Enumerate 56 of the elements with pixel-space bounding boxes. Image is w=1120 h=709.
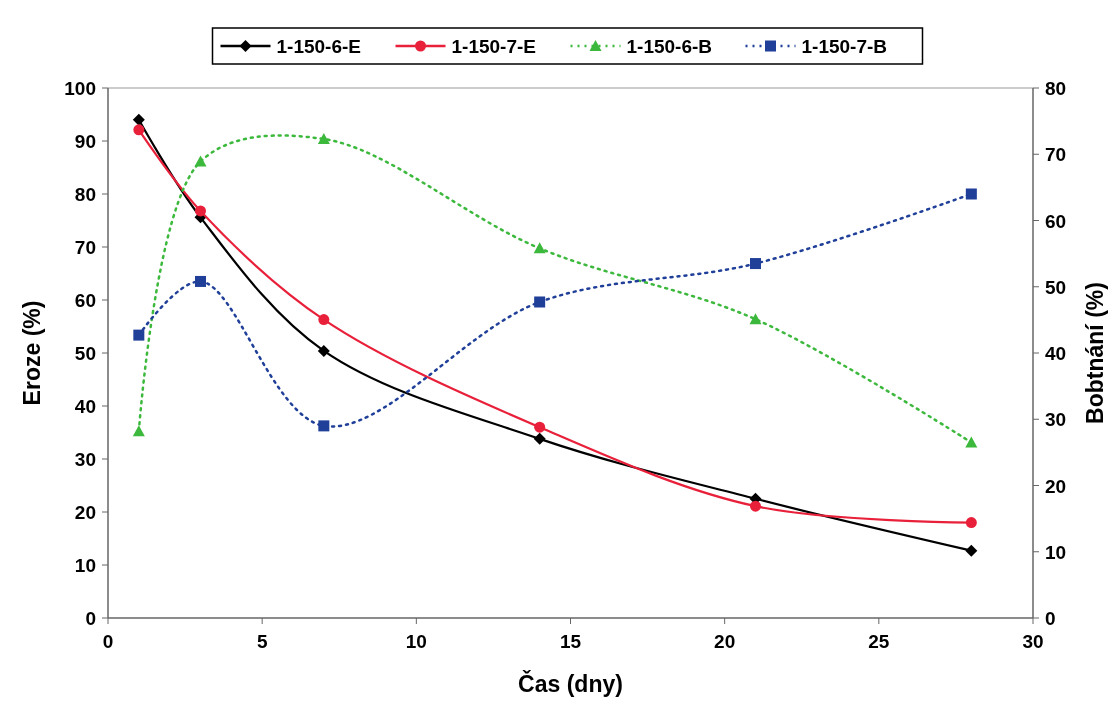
point	[195, 205, 206, 217]
point	[533, 432, 546, 445]
legend-label: 1-150-6-B	[626, 36, 713, 57]
x-tick-label: 10	[405, 631, 427, 652]
point	[318, 420, 330, 432]
x-tick-label: 0	[102, 631, 114, 652]
x-axis-title: Čas (dny)	[518, 670, 623, 697]
point	[133, 124, 145, 136]
y-tick-label: 100	[64, 78, 96, 99]
y-tick-label: 20	[74, 502, 96, 523]
point	[750, 500, 761, 512]
point	[195, 275, 206, 287]
point	[750, 258, 761, 270]
point	[533, 242, 546, 254]
legend-label: 1-150-6-E	[276, 36, 361, 57]
y2-tick-label: 0	[1045, 608, 1056, 629]
point	[317, 344, 330, 357]
point	[133, 329, 145, 341]
point	[317, 133, 330, 145]
y2-tick-label: 50	[1045, 276, 1067, 298]
point	[132, 425, 145, 437]
y2-axis-title: Bobtnání (%)	[1082, 282, 1108, 424]
y2-tick-label: 60	[1045, 210, 1067, 232]
point	[965, 188, 977, 200]
point	[749, 313, 762, 325]
point	[965, 544, 978, 557]
point	[965, 436, 978, 448]
y2-tick-label: 30	[1045, 409, 1067, 431]
y-tick-label: 10	[74, 555, 96, 576]
y2-tick-label: 10	[1045, 541, 1067, 563]
x-tick-label: 25	[868, 631, 890, 652]
x-tick-label: 20	[714, 631, 736, 652]
y-tick-label: 80	[74, 184, 96, 205]
y2-tick-label: 40	[1045, 343, 1067, 364]
x-tick-label: 30	[1022, 631, 1044, 652]
y2-tick-label: 70	[1045, 144, 1067, 166]
y-tick-label: 0	[85, 608, 96, 629]
y-tick-label: 70	[74, 237, 96, 258]
point	[534, 421, 546, 433]
y-tick-label: 50	[74, 343, 96, 364]
y-tick-label: 40	[74, 396, 96, 417]
y2-tick-label: 80	[1045, 78, 1067, 99]
y-tick-label: 90	[74, 131, 96, 152]
point	[194, 155, 207, 167]
y-tick-label: 60	[74, 290, 96, 311]
point	[132, 113, 145, 126]
point	[318, 314, 330, 326]
x-tick-label: 15	[559, 631, 582, 652]
y-axis-title: Eroze (%)	[19, 300, 45, 406]
y-tick-label: 30	[74, 449, 96, 470]
legend-label: 1-150-7-B	[801, 36, 888, 57]
x-tick-label: 5	[256, 631, 268, 652]
point	[965, 517, 977, 529]
point	[534, 296, 546, 308]
y2-tick-label: 20	[1045, 475, 1067, 497]
legend-label: 1-150-7-E	[451, 36, 536, 57]
